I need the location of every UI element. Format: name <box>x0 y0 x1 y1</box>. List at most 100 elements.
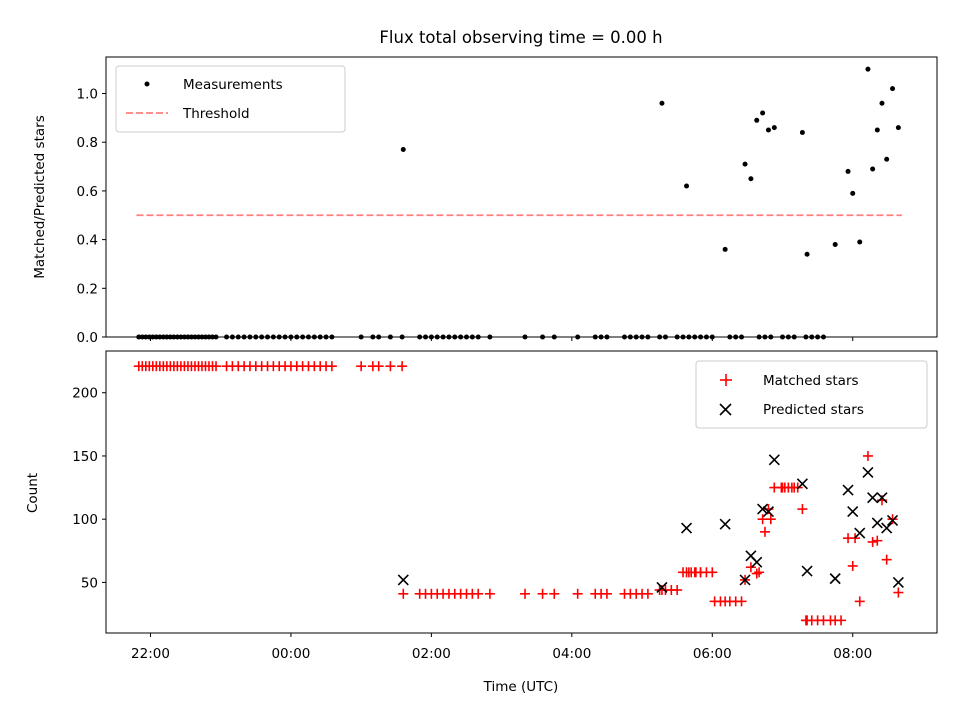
predicted-star-point <box>847 506 859 518</box>
bottom-legend: Matched stars Predicted stars <box>695 360 928 429</box>
top-legend: Measurements Threshold <box>115 65 346 133</box>
bottom-data-points <box>133 361 904 626</box>
matched-star-point <box>666 585 677 596</box>
predicted-star-point <box>862 466 874 478</box>
matched-star-point <box>862 450 873 461</box>
matched-star-point <box>881 554 892 565</box>
bottom-y-tick-label: 50 <box>81 575 98 591</box>
matched-star-point <box>385 361 396 372</box>
top-y-tick-label: 0.4 <box>77 233 98 249</box>
predicted-star-point <box>656 581 668 594</box>
measurement-point <box>765 127 771 133</box>
predicted-star-point <box>867 492 879 504</box>
bottom-x-tick-label: 00:00 <box>271 646 310 662</box>
measurement-point <box>890 86 896 92</box>
matched-star-point <box>397 361 408 372</box>
measurement-point <box>865 66 871 72</box>
matched-star-point <box>537 588 548 599</box>
matched-star-point <box>745 562 756 573</box>
matched-star-point <box>751 568 762 579</box>
legend-measurements-label: Measurements <box>183 77 283 93</box>
legend-measurements-marker <box>144 81 150 87</box>
measurement-point <box>742 161 748 167</box>
matched-star-point <box>356 361 367 372</box>
matched-star-point <box>825 615 836 626</box>
matched-star-point <box>797 504 808 515</box>
predicted-star-point <box>397 574 409 586</box>
bottom-x-axis-label: Time (UTC) <box>483 679 559 695</box>
legend-matched-marker <box>720 374 732 386</box>
bottom-x-tick-label: 22:00 <box>131 646 170 662</box>
measurement-point <box>884 156 890 162</box>
measurement-point <box>722 246 728 252</box>
measurement-point <box>760 110 766 116</box>
measurement-point <box>874 127 880 133</box>
predicted-star-point <box>739 574 751 586</box>
matched-star-point <box>802 615 813 626</box>
top-y-tick-label: 1.0 <box>77 87 98 103</box>
bottom-y-axis-label: Count <box>25 473 41 513</box>
matched-star-point <box>326 361 337 372</box>
bottom-y-tick-label: 150 <box>72 449 98 465</box>
measurement-point <box>659 100 665 106</box>
legend-matched-label: Matched stars <box>763 373 859 389</box>
bottom-x-ticks: 22:00 00:00 02:00 04:00 06:00 08:00 <box>131 633 872 662</box>
matched-star-point <box>549 588 560 599</box>
legend-predicted-marker <box>719 403 732 416</box>
bottom-plot-frame <box>105 350 938 634</box>
matched-star-point <box>867 536 878 547</box>
predicted-star-point <box>876 492 888 504</box>
measurement-point <box>804 251 810 257</box>
predicted-star-point <box>757 503 769 515</box>
top-chart-title: Flux total observing time = 0.00 h <box>379 28 662 47</box>
predicted-star-point <box>801 565 813 577</box>
measurement-point <box>845 168 851 174</box>
measurement-point <box>857 239 863 245</box>
matched-star-point <box>715 596 726 607</box>
measurement-point <box>754 117 760 123</box>
matched-star-point <box>893 587 904 598</box>
measurement-point <box>895 125 901 131</box>
predicted-star-point <box>829 573 841 585</box>
predicted-star-point <box>892 576 904 588</box>
top-panel: Flux total observing time = 0.00 h Match… <box>32 28 938 346</box>
matched-star-point <box>211 361 222 372</box>
bottom-x-tick-label: 08:00 <box>833 646 872 662</box>
top-y-tick-label: 0.2 <box>77 281 98 297</box>
predicted-star-point <box>680 522 693 534</box>
measurement-point <box>771 125 777 131</box>
matched-star-point <box>520 588 531 599</box>
matched-star-point <box>707 567 718 578</box>
bottom-x-tick-label: 06:00 <box>693 646 732 662</box>
top-y-tick-label: 0.8 <box>77 135 98 151</box>
matched-star-point <box>847 560 858 571</box>
matched-star-point <box>754 567 765 578</box>
matched-star-point <box>757 514 768 525</box>
measurement-point <box>850 190 856 196</box>
bottom-legend-box <box>695 360 928 429</box>
bottom-y-tick-label: 100 <box>72 512 98 528</box>
predicted-star-point <box>762 506 775 518</box>
bottom-x-tick-label: 04:00 <box>552 646 591 662</box>
predicted-star-point <box>881 522 893 534</box>
predicted-star-point <box>796 478 808 490</box>
predicted-star-point <box>854 527 866 539</box>
matched-star-point <box>642 588 653 599</box>
top-y-tick-label: 0.6 <box>77 184 98 200</box>
predicted-star-point <box>842 484 854 496</box>
matched-star-point <box>398 588 409 599</box>
top-y-ticks: 0.0 0.2 0.4 0.6 0.8 1.0 <box>77 87 106 346</box>
matched-star-point <box>572 588 583 599</box>
matched-star-point <box>836 615 847 626</box>
matched-star-point <box>373 361 384 372</box>
top-legend-box <box>115 65 346 133</box>
bottom-y-tick-label: 200 <box>72 386 98 402</box>
legend-threshold-label: Threshold <box>182 106 250 122</box>
matched-star-point <box>484 588 495 599</box>
predicted-star-point <box>871 517 883 529</box>
top-data-points <box>136 66 901 340</box>
bottom-x-tick-label: 02:00 <box>412 646 451 662</box>
matched-star-point <box>473 588 484 599</box>
matched-star-point <box>854 596 865 607</box>
